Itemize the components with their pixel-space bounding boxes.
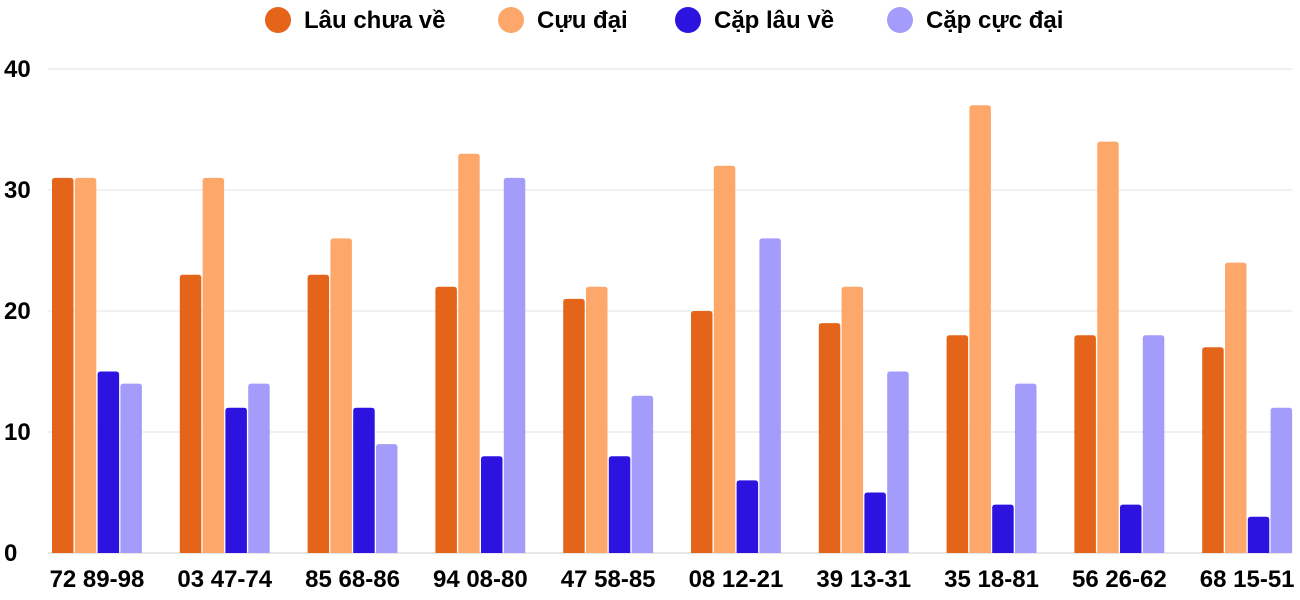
- bar-cap-cuc-dai-72-89-98: [120, 383, 142, 553]
- y-tick-label: 40: [4, 56, 31, 83]
- bar-cuu-dai-35-18-81: [969, 105, 991, 554]
- legend-item-cap-cuc-dai[interactable]: Cặp cực đại: [887, 7, 1063, 34]
- bar-lau-chua-ve-94-08-80: [435, 286, 457, 553]
- y-tick-label: 0: [4, 540, 17, 567]
- bar-lau-chua-ve-56-26-62: [1074, 335, 1096, 553]
- bar-cap-cuc-dai-68-15-51: [1270, 407, 1293, 553]
- y-tick-label: 20: [4, 298, 31, 325]
- bar-cuu-dai-56-26-62: [1097, 141, 1119, 553]
- bar-lau-chua-ve-47-58-85: [563, 298, 585, 553]
- legend-label: Lâu chưa về: [304, 7, 445, 34]
- bar-lau-chua-ve-35-18-81: [946, 335, 969, 553]
- x-axis: 72 89-98 03 47-74 85 68-86 94 08-80 47 58-85…: [50, 566, 1295, 593]
- legend-swatch: [675, 7, 701, 33]
- bar-cuu-dai-39-13-31: [841, 286, 864, 553]
- x-tick-label: 85 68-86: [305, 566, 400, 593]
- bar-cap-cuc-dai-39-13-31: [887, 371, 909, 553]
- bar-cap-lau-ve-47-58-85: [608, 456, 631, 553]
- x-tick-label: 47 58-85: [561, 566, 656, 593]
- bar-cap-cuc-dai-47-58-85: [631, 395, 654, 553]
- bar-cap-lau-ve-94-08-80: [481, 456, 503, 553]
- legend-label: Cựu đại: [537, 7, 628, 34]
- bar-cap-lau-ve-03-47-74: [225, 407, 247, 553]
- legend-item-lau-chua-ve[interactable]: Lâu chưa về: [265, 7, 445, 34]
- bar-lau-chua-ve-08-12-21: [691, 311, 713, 553]
- y-tick-label: 30: [4, 177, 31, 204]
- bar-lau-chua-ve-68-15-51: [1202, 347, 1224, 553]
- bar-lau-chua-ve-85-68-86: [307, 274, 330, 553]
- x-tick-label: 39 13-31: [816, 566, 911, 593]
- bar-cuu-dai-68-15-51: [1225, 262, 1247, 553]
- x-tick-label: 68 15-51: [1200, 566, 1295, 593]
- bar-lau-chua-ve-03-47-74: [179, 274, 202, 553]
- x-tick-label: 72 89-98: [50, 566, 145, 593]
- legend-label: Cặp lâu về: [714, 7, 834, 34]
- bar-lau-chua-ve-72-89-98: [52, 177, 74, 553]
- bar-cap-cuc-dai-08-12-21: [759, 238, 781, 553]
- bar-cap-lau-ve-72-89-98: [97, 371, 120, 553]
- legend-label: Cặp cực đại: [926, 7, 1063, 34]
- bar-cap-cuc-dai-56-26-62: [1142, 335, 1165, 553]
- bar-cuu-dai-72-89-98: [74, 177, 97, 553]
- bar-cap-cuc-dai-35-18-81: [1015, 383, 1037, 553]
- legend-swatch: [265, 7, 291, 33]
- bar-lau-chua-ve-39-13-31: [818, 323, 841, 553]
- bars: [52, 105, 1293, 554]
- bar-cap-lau-ve-39-13-31: [864, 492, 886, 553]
- y-axis: 0 10 20 30 40: [4, 56, 31, 567]
- bar-cap-cuc-dai-94-08-80: [503, 177, 526, 553]
- x-tick-label: 56 26-62: [1072, 566, 1167, 593]
- bar-cap-lau-ve-68-15-51: [1247, 516, 1270, 553]
- y-tick-label: 10: [4, 419, 31, 446]
- legend[interactable]: Lâu chưa về Cựu đại Cặp lâu về Cặp cực đại: [265, 7, 1063, 34]
- bar-cuu-dai-47-58-85: [586, 286, 608, 553]
- x-tick-label: 94 08-80: [433, 566, 528, 593]
- bar-cap-cuc-dai-03-47-74: [248, 383, 270, 553]
- legend-swatch: [887, 7, 913, 33]
- bar-cap-lau-ve-56-26-62: [1120, 504, 1142, 553]
- x-tick-label: 03 47-74: [177, 566, 272, 593]
- bar-cuu-dai-08-12-21: [713, 165, 736, 554]
- bar-cap-lau-ve-35-18-81: [992, 504, 1014, 553]
- legend-item-cap-lau-ve[interactable]: Cặp lâu về: [675, 7, 834, 34]
- legend-item-cuu-dai[interactable]: Cựu đại: [498, 7, 628, 34]
- bar-cuu-dai-94-08-80: [458, 153, 480, 553]
- x-tick-label: 08 12-21: [689, 566, 784, 593]
- bar-cap-cuc-dai-85-68-86: [376, 444, 398, 553]
- legend-swatch: [498, 7, 524, 33]
- bar-cap-lau-ve-85-68-86: [353, 407, 375, 553]
- bar-cap-lau-ve-08-12-21: [736, 480, 759, 553]
- x-tick-label: 35 18-81: [944, 566, 1039, 593]
- bar-cuu-dai-85-68-86: [330, 238, 352, 553]
- bar-cuu-dai-03-47-74: [202, 177, 225, 553]
